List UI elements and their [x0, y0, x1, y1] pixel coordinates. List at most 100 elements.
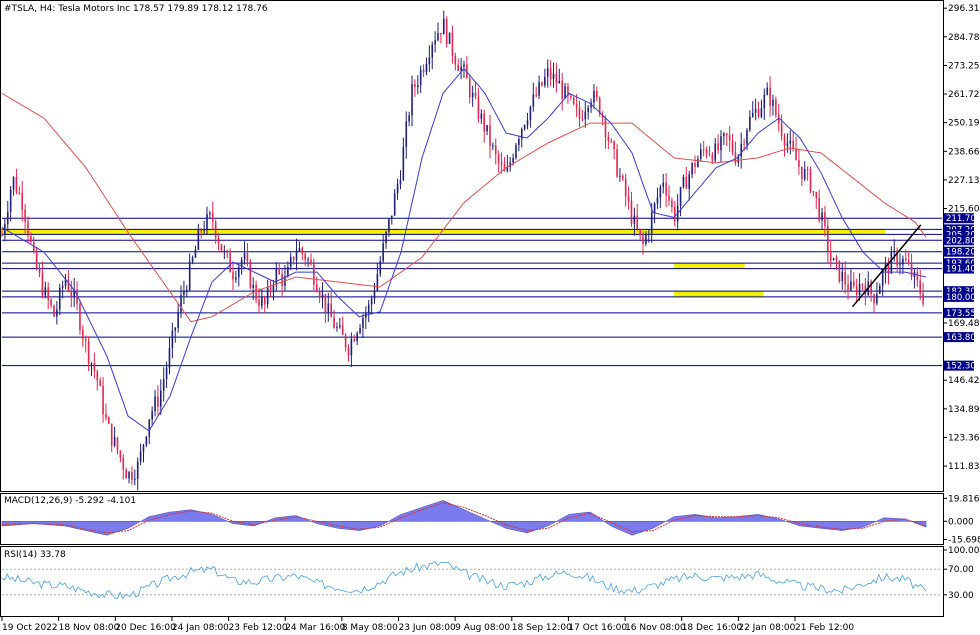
candle-body	[841, 272, 844, 282]
candle-body	[570, 95, 572, 98]
candle-body	[388, 219, 390, 232]
candle-body	[555, 73, 558, 84]
time-tick-label: 9 Aug 08:00	[455, 623, 510, 633]
candle-body	[668, 195, 670, 201]
candle-body	[113, 437, 116, 446]
candle-body	[289, 256, 292, 267]
time-tick-label: 24 Mar 16:00	[285, 623, 345, 633]
rsi-tick-label: 70.00	[948, 565, 974, 575]
candle-body	[370, 298, 373, 305]
candle-body	[922, 293, 924, 304]
candle-body	[520, 128, 523, 140]
candle-body	[910, 263, 913, 277]
candle-body	[593, 90, 595, 103]
candle-body	[492, 145, 494, 147]
candle-body	[437, 32, 439, 41]
candle-body	[907, 260, 910, 264]
candle-body	[463, 64, 465, 67]
support-resistance-zone	[674, 291, 764, 297]
candle-body	[258, 299, 260, 306]
candle-body	[506, 167, 509, 172]
candle-body	[526, 120, 529, 126]
candle-body	[639, 228, 641, 236]
candle-body	[786, 143, 789, 146]
time-tick-label: 19 Oct 2022	[2, 623, 58, 633]
candle-body	[847, 284, 849, 291]
candle-body	[873, 294, 875, 304]
time-tick-label: 17 Oct 16:00	[568, 623, 627, 633]
time-tick-label: 21 Feb 12:00	[795, 623, 854, 633]
candle-body	[564, 86, 566, 99]
candle-body	[168, 348, 171, 368]
candle-body	[471, 92, 474, 98]
candle-body	[746, 129, 748, 145]
candle-body	[887, 263, 890, 274]
candle-body	[191, 257, 194, 262]
candle-body	[697, 158, 699, 168]
candle-body	[327, 303, 330, 313]
candle-body	[751, 112, 754, 117]
candle-body	[73, 289, 75, 297]
candle-body	[717, 143, 719, 151]
candle-body	[645, 234, 647, 244]
candle-body	[93, 363, 96, 372]
candle-body	[662, 182, 665, 187]
price-panel[interactable]	[0, 0, 944, 492]
candle-body	[818, 197, 820, 221]
candle-body	[246, 252, 249, 262]
candle-body	[815, 192, 818, 198]
candle-body	[110, 423, 113, 446]
trendline[interactable]	[851, 224, 922, 308]
candle-body	[544, 76, 546, 86]
candle-body	[587, 107, 589, 112]
candle-body	[590, 102, 592, 108]
candle-body	[919, 280, 922, 294]
candle-body	[255, 284, 257, 300]
candle-body	[341, 325, 344, 335]
candle-body	[362, 317, 364, 328]
candle-body	[139, 451, 142, 462]
candle-body	[154, 396, 156, 412]
candle-body	[385, 231, 387, 244]
candle-body	[428, 57, 431, 65]
candle-body	[610, 140, 613, 142]
candle-body	[148, 419, 151, 437]
candle-body	[414, 84, 416, 87]
candle-body	[769, 87, 771, 106]
slow-moving-average	[1, 92, 927, 323]
candle-body	[209, 212, 211, 215]
macd-tick-label: 0.000	[948, 517, 974, 527]
candle-body	[596, 90, 598, 98]
candle-body	[468, 78, 471, 98]
candle-body	[832, 258, 835, 261]
candle-body	[350, 339, 353, 356]
candle-body	[235, 277, 237, 280]
candle-body	[142, 444, 145, 452]
candle-body	[725, 133, 728, 136]
candle-body	[70, 290, 73, 297]
candle-body	[180, 295, 182, 312]
candle-body	[454, 56, 457, 65]
macd-panel[interactable]	[0, 493, 944, 545]
candle-body	[699, 149, 702, 159]
candle-body	[743, 143, 745, 145]
candle-body	[627, 196, 630, 201]
rsi-panel[interactable]	[0, 546, 944, 617]
price-header: #TSLA, H4: Tesla Motors Inc 178.57 179.8…	[4, 4, 268, 14]
time-tick-label: 22 Jan 08:00	[738, 623, 795, 633]
level-price-box	[944, 235, 974, 246]
candle-body	[824, 212, 826, 227]
macd-header: MACD(12,26,9) -5.292 -4.101	[4, 496, 136, 506]
price-tick-label: 134.89	[948, 405, 980, 415]
candle-body	[27, 221, 29, 236]
candle-body	[740, 143, 742, 157]
time-tick-label: 23 Jun 08:00	[399, 623, 456, 633]
candle-body	[445, 18, 448, 44]
candle-body	[278, 268, 280, 274]
price-tick-label: 284.78	[948, 33, 980, 43]
price-tick-label: 296.31	[948, 4, 980, 14]
candle-body	[777, 115, 780, 124]
candle-body	[682, 176, 685, 188]
candle-body	[417, 85, 419, 87]
